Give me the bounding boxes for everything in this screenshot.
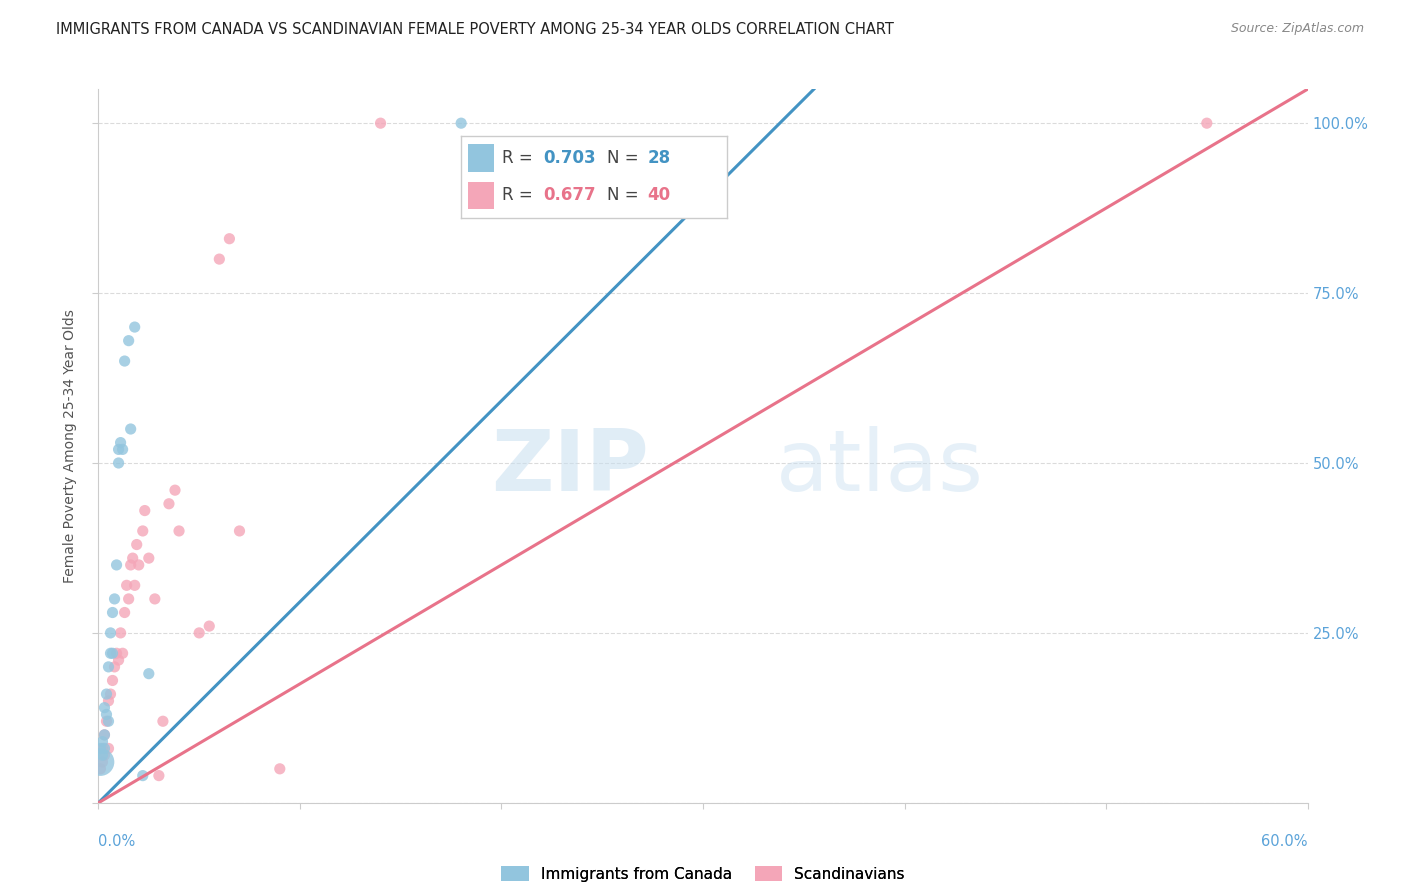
Point: [228, 524, 250, 538]
Point: [128, 558, 150, 572]
Point: [118, 334, 141, 348]
Point: [157, 497, 180, 511]
Text: 40: 40: [647, 186, 671, 204]
Point: [124, 578, 146, 592]
Point: [208, 252, 231, 266]
Point: [93, 700, 115, 714]
Point: [97, 741, 120, 756]
Text: IMMIGRANTS FROM CANADA VS SCANDINAVIAN FEMALE POVERTY AMONG 25-34 YEAR OLDS CORR: IMMIGRANTS FROM CANADA VS SCANDINAVIAN F…: [56, 22, 894, 37]
Point: [198, 619, 221, 633]
Point: [93, 728, 115, 742]
Point: [89, 741, 111, 756]
Point: [132, 769, 155, 783]
Point: [97, 694, 120, 708]
Point: [100, 687, 122, 701]
Point: [138, 551, 160, 566]
Point: [120, 422, 142, 436]
Y-axis label: Female Poverty Among 25-34 Year Olds: Female Poverty Among 25-34 Year Olds: [63, 309, 77, 583]
Point: [103, 660, 125, 674]
Text: Source: ZipAtlas.com: Source: ZipAtlas.com: [1230, 22, 1364, 36]
Point: [103, 591, 125, 606]
Point: [110, 626, 132, 640]
Point: [101, 646, 124, 660]
Point: [1195, 116, 1218, 130]
Point: [124, 320, 146, 334]
Point: [148, 769, 170, 783]
Point: [134, 503, 156, 517]
Point: [370, 116, 392, 130]
Text: 0.703: 0.703: [544, 149, 596, 167]
Point: [91, 748, 114, 763]
Text: R =: R =: [502, 186, 538, 204]
Point: [101, 673, 124, 688]
Text: 28: 28: [647, 149, 671, 167]
Point: [107, 653, 129, 667]
Point: [97, 714, 120, 729]
Point: [96, 707, 118, 722]
Point: [100, 646, 122, 660]
Point: [125, 537, 148, 551]
Point: [143, 591, 166, 606]
Point: [96, 687, 118, 701]
Point: [93, 748, 115, 763]
Point: [152, 714, 174, 729]
Point: [107, 456, 129, 470]
Text: 0.677: 0.677: [544, 186, 596, 204]
Point: [96, 714, 118, 729]
Point: [138, 666, 160, 681]
Legend: Immigrants from Canada, Scandinavians: Immigrants from Canada, Scandinavians: [495, 860, 911, 888]
Point: [105, 646, 128, 660]
Text: ZIP: ZIP: [491, 425, 648, 509]
Point: [115, 578, 138, 592]
Point: [97, 660, 120, 674]
Point: [89, 755, 111, 769]
Text: R =: R =: [502, 149, 538, 167]
Point: [218, 232, 240, 246]
Point: [111, 646, 134, 660]
Point: [114, 606, 136, 620]
Point: [188, 626, 211, 640]
Point: [105, 558, 128, 572]
Point: [93, 741, 115, 756]
Point: [91, 741, 114, 756]
Bar: [468, 182, 495, 210]
Text: 0.0%: 0.0%: [98, 834, 135, 849]
Text: 60.0%: 60.0%: [1261, 834, 1308, 849]
Point: [93, 728, 115, 742]
Point: [91, 755, 114, 769]
Point: [450, 116, 472, 130]
Point: [163, 483, 186, 498]
Point: [89, 762, 111, 776]
Point: [120, 558, 142, 572]
Point: [114, 354, 136, 368]
Point: [167, 524, 190, 538]
Point: [111, 442, 134, 457]
Text: N =: N =: [607, 149, 644, 167]
Point: [118, 591, 141, 606]
Bar: [468, 144, 495, 171]
Point: [132, 524, 155, 538]
Point: [121, 551, 143, 566]
Point: [110, 435, 132, 450]
Point: [269, 762, 291, 776]
Text: atlas: atlas: [776, 425, 984, 509]
Point: [101, 606, 124, 620]
Point: [107, 442, 129, 457]
Point: [100, 626, 122, 640]
Point: [91, 734, 114, 748]
Text: N =: N =: [607, 186, 644, 204]
